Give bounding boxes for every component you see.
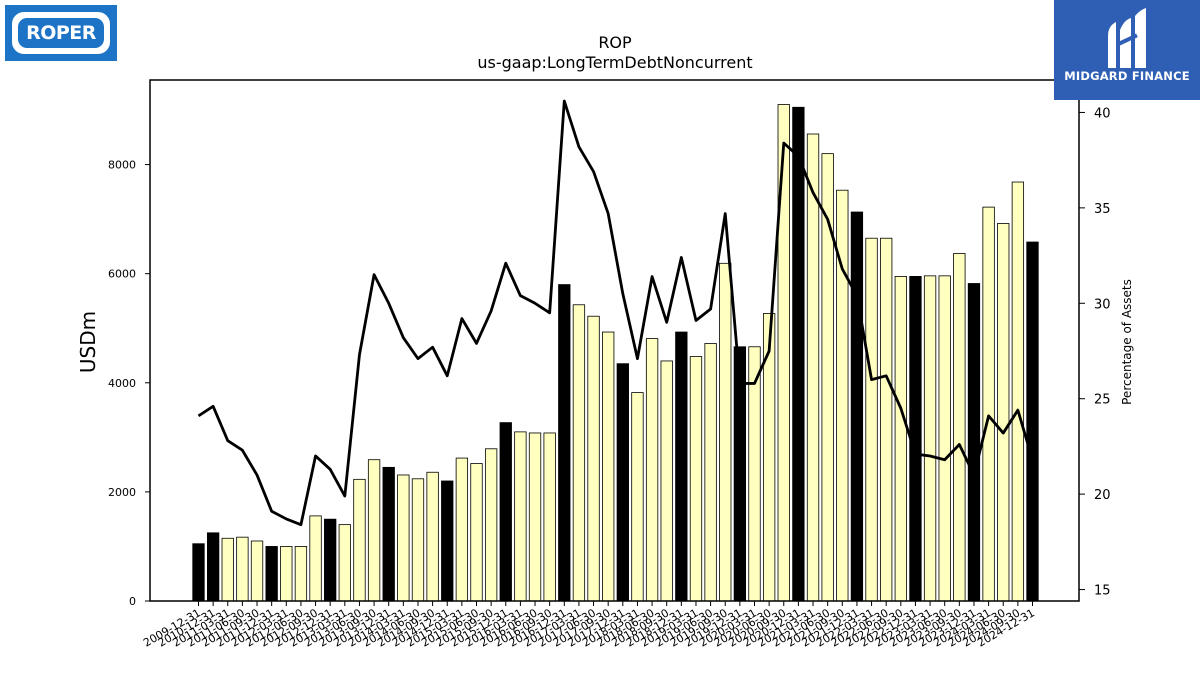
bar — [455, 457, 469, 602]
bar — [192, 543, 205, 602]
bar — [280, 546, 293, 602]
bar — [645, 338, 659, 602]
bar — [997, 223, 1010, 602]
bar — [236, 536, 249, 602]
y2-tick-label: 35 — [1094, 202, 1111, 217]
bar — [880, 237, 893, 602]
bar — [558, 284, 571, 602]
bar — [382, 466, 395, 602]
bar — [206, 532, 220, 602]
bar — [397, 474, 410, 602]
bar — [221, 537, 234, 602]
midgard-logo-text: MIDGARD FINANCE — [1064, 69, 1190, 83]
y-tick-label: 6000 — [108, 268, 136, 281]
roper-logo: ROPER — [5, 5, 117, 61]
line-series — [197, 99, 1034, 527]
bar — [543, 432, 556, 602]
bar — [616, 363, 629, 602]
chart-title: ROP — [598, 33, 632, 52]
bar — [675, 331, 688, 602]
bar — [294, 546, 308, 602]
y-tick-label: 2000 — [108, 486, 136, 499]
bar — [338, 524, 351, 602]
bar — [938, 275, 951, 602]
bar — [953, 253, 966, 602]
bar — [733, 346, 747, 602]
bar — [309, 515, 322, 602]
bar — [777, 104, 790, 602]
bar — [514, 431, 527, 602]
bar — [748, 346, 761, 602]
bar — [704, 343, 717, 602]
bar — [572, 304, 586, 602]
bar — [250, 540, 264, 602]
bar — [470, 463, 483, 602]
y2-tick-label: 25 — [1094, 393, 1111, 408]
bar — [602, 331, 615, 602]
roper-logo-text: ROPER — [26, 22, 96, 44]
y2-tick-label: 20 — [1094, 488, 1111, 503]
bar — [923, 275, 937, 602]
bar — [850, 211, 864, 602]
bar — [265, 546, 278, 602]
y-tick-label: 4000 — [108, 377, 136, 390]
y-axis-label: USDm — [76, 311, 100, 373]
x-axis: 2009-12-312010-12-312011-03-312011-06-30… — [141, 601, 1037, 650]
y2-tick-label: 30 — [1094, 297, 1111, 312]
bar — [792, 106, 805, 602]
bar — [324, 518, 337, 602]
bar — [441, 480, 454, 602]
bar — [411, 478, 425, 602]
bar — [353, 478, 366, 602]
line-percentage-of-assets — [197, 99, 1034, 527]
y-axis: 0 2000 4000 6000 8000 — [108, 159, 150, 608]
y2-axis-label: Percentage of Assets — [1120, 279, 1134, 405]
bar — [1011, 181, 1025, 602]
bars — [192, 104, 1039, 602]
bar — [660, 360, 673, 602]
bar — [967, 283, 981, 602]
bar — [1026, 241, 1039, 602]
bar — [894, 275, 907, 602]
y-tick-label: 8000 — [108, 159, 136, 172]
midgard-mark-icon — [1108, 8, 1146, 68]
bar — [865, 237, 878, 602]
chart-subtitle: us-gaap:LongTermDebtNoncurrent — [477, 53, 752, 72]
bar — [484, 448, 498, 602]
y-tick-label: 0 — [129, 595, 136, 608]
y2-axis: 15 20 25 30 35 40 — [1079, 106, 1111, 599]
bar — [426, 471, 439, 602]
bar — [528, 432, 542, 602]
bar — [367, 459, 381, 602]
bar — [499, 422, 512, 602]
bar — [719, 262, 732, 602]
midgard-finance-logo: MIDGARD FINANCE — [1054, 0, 1200, 100]
bar — [689, 356, 703, 602]
y2-tick-label: 15 — [1094, 584, 1111, 599]
bar — [587, 315, 600, 602]
bar — [806, 133, 820, 602]
y2-tick-label: 40 — [1094, 106, 1111, 121]
plot-frame — [149, 79, 1080, 602]
bar — [631, 392, 644, 602]
bar — [982, 206, 995, 602]
